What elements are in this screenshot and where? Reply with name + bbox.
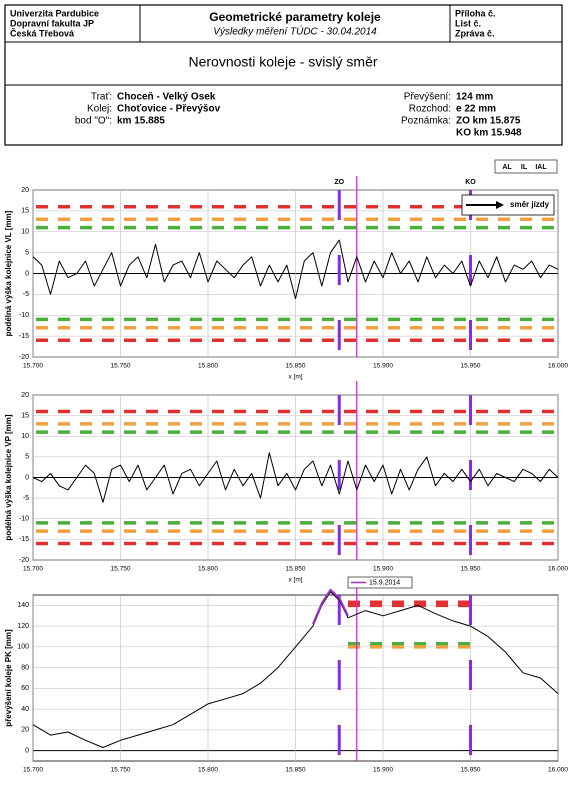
x-tick-label: 15.950 [461, 566, 481, 573]
data-line [32, 452, 559, 503]
legend-box [494, 159, 558, 174]
x-tick-label: 15.700 [23, 363, 43, 370]
header-frame [4, 4, 563, 146]
y-tick-label: 0 [25, 747, 29, 754]
info-label: Kolej: [87, 104, 112, 115]
x-tick-label: 15.850 [286, 566, 306, 573]
y-tick-label: 40 [21, 706, 29, 713]
title: Geometrické parametry koleje [209, 10, 381, 24]
x-tick-label: 16.000 [548, 566, 568, 573]
y-tick-label: 0 [25, 270, 29, 277]
y-tick-label: 20 [21, 392, 29, 399]
info-value: ZO km 15.875 [456, 116, 521, 127]
y-tick-label: 140 [17, 602, 29, 609]
ref: List č. [455, 18, 481, 28]
y-tick-label: -15 [19, 333, 29, 340]
legend-label: AL [502, 164, 512, 171]
chart: 0 20 40 60 80 100 120 140 15.700 15.750 15.800 15.8… [4, 576, 568, 774]
charts: -20 -15 -10 -5 0 5 10 15 20 15.700 15.750 15.800 15.… [4, 159, 568, 774]
info-value: km 15.885 [117, 116, 165, 127]
y-tick-label: 0 [25, 474, 29, 481]
header [4, 4, 563, 146]
data-line [312, 588, 349, 625]
info-label: Trať: [91, 92, 112, 103]
x-axis-label: x [m] [288, 374, 302, 381]
info: Trať: Choceň - Velký Osek Kolej: Choťovice … [75, 92, 522, 139]
section-title: Nerovnosti koleje - svislý směr [188, 54, 377, 70]
info-label: Převýšení: [404, 92, 451, 103]
y-tick-label: 5 [25, 249, 29, 256]
y-tick-label: -10 [19, 516, 29, 523]
org: Dopravní fakulta JP [10, 18, 94, 28]
data-line [32, 591, 559, 748]
x-tick-label: 15.800 [198, 767, 218, 774]
x-tick-label: 15.900 [373, 767, 393, 774]
y-tick-label: -5 [23, 291, 29, 298]
ref: Zpráva č. [455, 28, 495, 38]
marker-label: ZO [334, 179, 344, 186]
y-tick-label: 80 [21, 664, 29, 671]
direction-label: směr jízdy [510, 200, 550, 209]
x-tick-label: 15.750 [111, 767, 131, 774]
info-value: Choceň - Velký Osek [117, 92, 216, 103]
y-tick-label: -20 [19, 354, 29, 361]
y-tick-label: -10 [19, 312, 29, 319]
x-tick-label: 15.750 [111, 566, 131, 573]
y-tick-label: 10 [21, 229, 29, 236]
legend-label: 15.9.2014 [369, 579, 400, 586]
y-tick-label: 15 [21, 208, 29, 215]
marker-label: KO [465, 179, 476, 186]
legend-label: IAL [535, 164, 547, 171]
info-value: e 22 mm [456, 104, 496, 115]
y-tick-label: 60 [21, 685, 29, 692]
y-tick-label: 100 [17, 644, 29, 651]
chart: -20 -15 -10 -5 0 5 10 15 20 15.700 15.750 15.800 15.… [4, 159, 568, 381]
y-axis-label: podélná výška kolejnice VL [mm] [4, 210, 13, 336]
x-tick-label: 15.850 [286, 363, 306, 370]
ref: Příloha č. [455, 8, 496, 18]
y-axis-label: převýšení koleje PK [mm] [4, 629, 13, 727]
x-tick-label: 15.750 [111, 363, 131, 370]
x-tick-label: 16.000 [548, 363, 568, 370]
x-axis-label: x [m] [288, 577, 302, 584]
direction-box [461, 194, 555, 216]
x-tick-label: 16.000 [548, 767, 568, 774]
x-tick-label: 15.700 [23, 566, 43, 573]
x-tick-label: 15.800 [198, 363, 218, 370]
info-value: Choťovice - Převýšov [117, 104, 221, 115]
y-tick-label: 120 [17, 623, 29, 630]
y-tick-label: -20 [19, 557, 29, 564]
y-tick-label: 5 [25, 454, 29, 461]
y-tick-label: 20 [21, 727, 29, 734]
info-value: KO km 15.948 [456, 128, 522, 139]
x-tick-label: 15.950 [461, 767, 481, 774]
y-axis-label: podélná výška kolejnice VP [mm] [4, 414, 13, 540]
info-label: Poznámka: [401, 116, 451, 127]
x-tick-label: 15.950 [461, 363, 481, 370]
x-tick-label: 15.900 [373, 566, 393, 573]
legend-label: IL [521, 164, 528, 171]
x-tick-label: 15.900 [373, 363, 393, 370]
x-tick-label: 15.850 [286, 767, 306, 774]
subtitle: Výsledky měření TÚDC - 30.04.2014 [213, 25, 377, 38]
legend-box [347, 576, 413, 589]
info-label: bod "O": [75, 116, 112, 127]
x-tick-label: 15.800 [198, 566, 218, 573]
org: Univerzita Pardubice [10, 8, 99, 18]
y-tick-label: 15 [21, 412, 29, 419]
data-line [32, 239, 559, 300]
info-label: Rozchod: [409, 104, 451, 115]
y-tick-label: -15 [19, 536, 29, 543]
y-tick-label: 20 [21, 187, 29, 194]
org: Česká Třebová [10, 27, 75, 38]
x-tick-label: 15.700 [23, 767, 43, 774]
y-tick-label: -5 [23, 495, 29, 502]
chart: -20 -15 -10 -5 0 5 10 15 20 15.700 15.750 15.800 15.… [4, 381, 568, 584]
y-tick-label: 10 [21, 433, 29, 440]
info-value: 124 mm [456, 92, 493, 103]
direction-arrowhead [496, 201, 504, 209]
